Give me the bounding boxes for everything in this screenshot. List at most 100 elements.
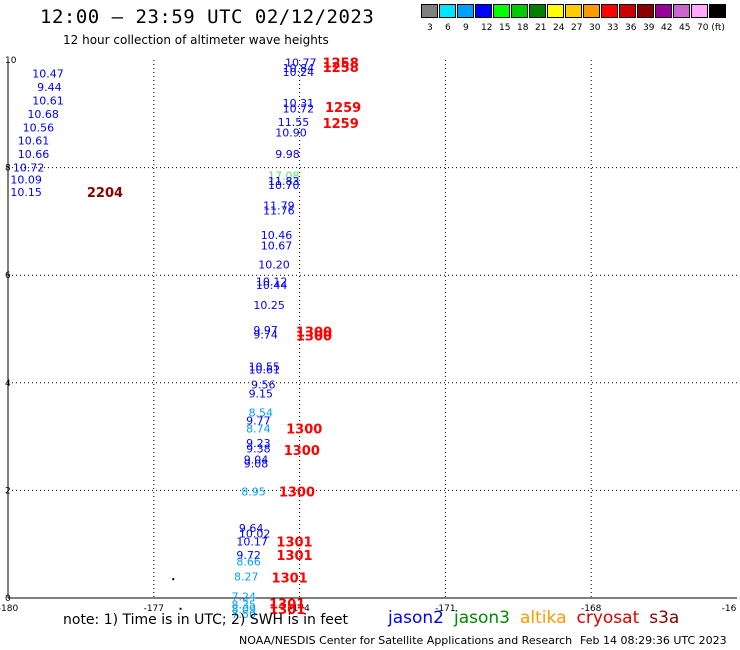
y-tick-label: 10 <box>5 56 17 66</box>
legend-item: s3a <box>649 608 680 628</box>
color-scale-label: 30 <box>589 23 601 33</box>
swh-label: 10.90 <box>275 127 307 140</box>
swh-label: 7.24 <box>232 590 257 603</box>
swh-label: 8.09 <box>232 603 257 616</box>
swh-label: 9.72 <box>236 549 260 562</box>
time-label: 1300 <box>286 423 322 438</box>
swh-label: 8.35 <box>232 598 257 611</box>
swh-label: 9.74 <box>253 328 278 341</box>
color-scale-label: 33 <box>607 23 619 33</box>
time-label: 1300 <box>284 444 320 459</box>
swh-label: 10.67 <box>261 240 293 253</box>
swh-label: 11.79 <box>263 199 295 212</box>
time-label: 1258 <box>323 57 359 72</box>
swh-label: 9.23 <box>246 437 271 450</box>
color-scale-label: 27 <box>571 23 583 33</box>
color-swatch <box>565 4 582 18</box>
swh-label: 10.61 <box>32 94 64 107</box>
swh-label: 10.44 <box>256 279 287 292</box>
x-tick-label: -171 <box>435 604 455 614</box>
color-swatch <box>493 4 510 18</box>
legend-item: jason3 <box>454 608 510 628</box>
satellite-legend: jason2 jason3 altika cryosat s3a <box>388 608 689 628</box>
color-swatch <box>637 4 654 18</box>
swh-label: 10.12 <box>256 276 287 289</box>
color-swatch <box>691 4 708 18</box>
color-swatch <box>619 4 636 18</box>
swh-label: 8.74 <box>246 423 271 436</box>
swh-label: 10.15 <box>10 186 42 199</box>
time-label: 1301 <box>276 549 312 564</box>
color-scale-label: 9 <box>463 23 469 33</box>
color-scale-label: 21 <box>535 23 547 33</box>
color-scale-label: 15 <box>499 23 511 33</box>
swh-label: 10.70 <box>268 179 300 192</box>
swh-label: 10.09 <box>10 173 42 186</box>
swh-label: 8.66 <box>236 555 260 568</box>
y-tick-label: 6 <box>5 271 11 281</box>
swh-label: 9.98 <box>275 148 300 161</box>
time-label: 1300 <box>296 329 332 344</box>
time-label: 1259 <box>325 101 361 116</box>
color-swatch <box>529 4 546 18</box>
swh-label: 10.17 <box>236 536 267 549</box>
time-label: 1301 <box>269 603 305 618</box>
color-swatch <box>655 4 672 18</box>
color-swatch <box>583 4 600 18</box>
swh-label: 10.77 <box>285 57 317 70</box>
color-scale-label: 39 <box>643 23 655 33</box>
legend-item: cryosat <box>576 608 640 628</box>
map-title: 12:00 – 23:59 UTC 02/12/2023 <box>40 6 375 28</box>
track-point <box>179 607 182 610</box>
swh-label: 9.04 <box>244 454 269 467</box>
swh-label: 7.50 <box>232 608 257 621</box>
swh-label: 17.08 <box>268 170 300 183</box>
swh-label: 10.72 <box>283 102 315 115</box>
swh-label: 10.47 <box>32 67 64 80</box>
swh-label: 8.95 <box>241 485 266 498</box>
swh-label: 10.31 <box>283 97 315 110</box>
color-scale-label: 42 <box>661 23 673 33</box>
time-label: 1301 <box>269 597 305 612</box>
swh-label: 9.15 <box>249 388 274 401</box>
color-scale-label: 45 <box>679 23 691 33</box>
color-scale-label: 70 (ft) <box>697 23 725 33</box>
swh-label: 10.61 <box>18 135 50 148</box>
track-point <box>172 578 175 581</box>
color-swatch <box>421 4 438 18</box>
y-tick-label: 2 <box>5 486 11 496</box>
x-tick-label: -180 <box>0 604 18 614</box>
swh-label: 10.02 <box>239 527 271 540</box>
color-swatch <box>673 4 690 18</box>
time-label: 1300 <box>279 485 315 500</box>
swh-label: 9.64 <box>239 522 264 535</box>
swh-label: 10.56 <box>23 121 55 134</box>
swh-label: 10.20 <box>258 258 290 271</box>
swh-label: 9.38 <box>246 442 271 455</box>
swh-label: 10.68 <box>27 108 59 121</box>
swh-label: 10.66 <box>18 148 50 161</box>
time-label: 1300 <box>296 326 332 341</box>
legend-item: jason2 <box>388 608 444 628</box>
time-label: 1259 <box>323 117 359 132</box>
color-scale-label: 3 <box>427 23 433 33</box>
color-swatch <box>601 4 618 18</box>
time-label: 1301 <box>272 572 308 587</box>
swh-label: 10.72 <box>13 162 45 175</box>
color-swatch <box>439 4 456 18</box>
x-tick-label: -168 <box>581 604 602 614</box>
swh-label: 8.54 <box>249 406 274 419</box>
time-label: 1301 <box>276 536 312 551</box>
color-swatch <box>511 4 528 18</box>
swh-label: 11.55 <box>278 116 310 129</box>
swh-label: 10.46 <box>261 229 293 242</box>
swh-label: 8.27 <box>234 570 258 583</box>
swh-label: 9.44 <box>37 81 62 94</box>
y-tick-label: 4 <box>5 379 11 389</box>
swh-label: 10.55 <box>249 361 281 374</box>
color-scale: 3 6 9 12 15 18 21 24 27 30 33 36 39 42 45 70 (ft) <box>421 4 731 34</box>
credit-line: NOAA/NESDIS Center for Satellite Applica… <box>239 634 573 647</box>
time-label: 2204 <box>87 186 123 201</box>
swh-label: 9.56 <box>251 378 276 391</box>
